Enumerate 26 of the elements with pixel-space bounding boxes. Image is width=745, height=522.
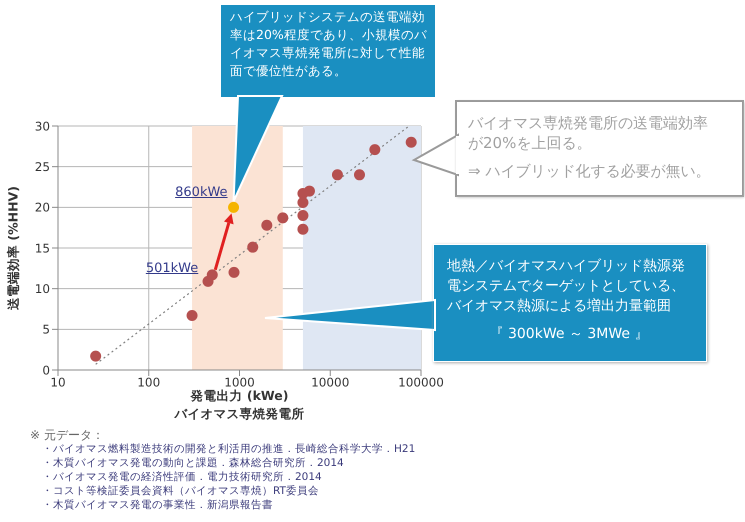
text: ・木質バイオマス発電の動向と課題．森林総合研究所．2014 [41,456,345,470]
text: バイオマス専焼発電所の送電端効率が20%を上回る。 [468,113,709,153]
y-tick-label: 30 [34,119,50,134]
x-tick-label: 10000 [311,376,350,390]
annotation: 860kWe [175,185,228,200]
y-tick-label: 0 [42,363,50,378]
y-tick-label: 20 [34,200,50,215]
text: ※ 元データ： [30,428,105,442]
y-tick-label: 10 [34,282,50,296]
y-axis-title: 送電端効率 (%HHV) [6,186,22,310]
text: ・木質バイオマス発電の事業性．新潟県報告書 [41,498,274,512]
text: ・バイオマス発電の経済性評価．電力技術研究所．2014 [41,470,323,484]
y-tick-label: 15 [34,241,50,256]
x-axis-title: 発電出力 (kWe) バイオマス専焼発電所 [173,388,306,423]
x-tick-label: 1000 [224,376,255,390]
y-tick-label: 25 [34,160,50,174]
y-tick-label: 5 [42,322,50,337]
text: ⇒ ハイブリッド化する必要が無い。 [468,161,712,181]
text: ハイブリッドシステムの送電端効率は20%程度であり、小規模のバイオマス専焼発電所に対して性能面で優位性がある。 [220,4,436,98]
text: 『 300kWe ～ 3MWe 』 [488,325,650,344]
x-tick-label: 100000 [398,376,444,390]
text: 地熱／バイオマスハイブリッド熱源発電システムでターゲットとしている、バイオマス熱源による増出力量範囲 [447,257,686,316]
text: ・コスト等検証委員会資料（バイオマス専焼）RT委員会 [41,484,320,498]
text: ・バイオマス燃料製造技術の開発と利活用の推進．長崎総合科学大学．H21 [41,442,416,456]
x-tick-label: 100 [137,376,160,390]
annotation: 501kWe [146,260,198,276]
